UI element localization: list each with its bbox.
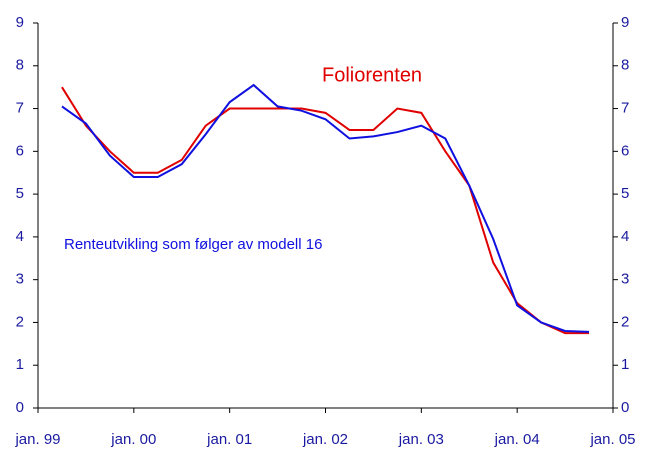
x-tick-label: jan. 99 [14, 431, 60, 448]
y-tick-label: 9 [16, 14, 24, 31]
y-tick-label: 5 [16, 185, 24, 202]
x-tick-label: jan. 02 [302, 431, 348, 448]
y2-tick-label: 1 [621, 356, 629, 373]
y2-tick-label: 8 [621, 57, 629, 74]
x-tick-label: jan. 00 [110, 431, 156, 448]
y2-tick-label: 4 [621, 228, 629, 245]
y-tick-label: 2 [16, 313, 24, 330]
y2-tick-label: 5 [621, 185, 629, 202]
y2-tick-label: 0 [621, 399, 629, 416]
y-tick-label: 1 [16, 356, 24, 373]
series-label: Renteutvikling som følger av modell 16 [64, 236, 322, 253]
y2-tick-label: 7 [621, 100, 629, 117]
series-label: Foliorenten [322, 64, 422, 86]
line-series [61, 86, 590, 335]
x-tick-label: jan. 04 [494, 431, 540, 448]
y-tick-label: 8 [16, 57, 24, 74]
x-tick-label: jan. 05 [589, 431, 635, 448]
y-tick-label: 3 [16, 271, 24, 288]
y2-tick-label: 6 [621, 142, 629, 159]
x-tick-label: jan. 03 [398, 431, 444, 448]
line-series [61, 83, 590, 333]
y2-tick-label: 2 [621, 313, 629, 330]
y-tick-label: 6 [16, 142, 24, 159]
y2-tick-label: 3 [621, 271, 629, 288]
y2-tick-label: 9 [621, 14, 629, 31]
y-tick-label: 7 [16, 100, 24, 117]
y-tick-label: 0 [16, 399, 24, 416]
x-tick-label: jan. 01 [206, 431, 252, 448]
y-tick-label: 4 [16, 228, 24, 245]
